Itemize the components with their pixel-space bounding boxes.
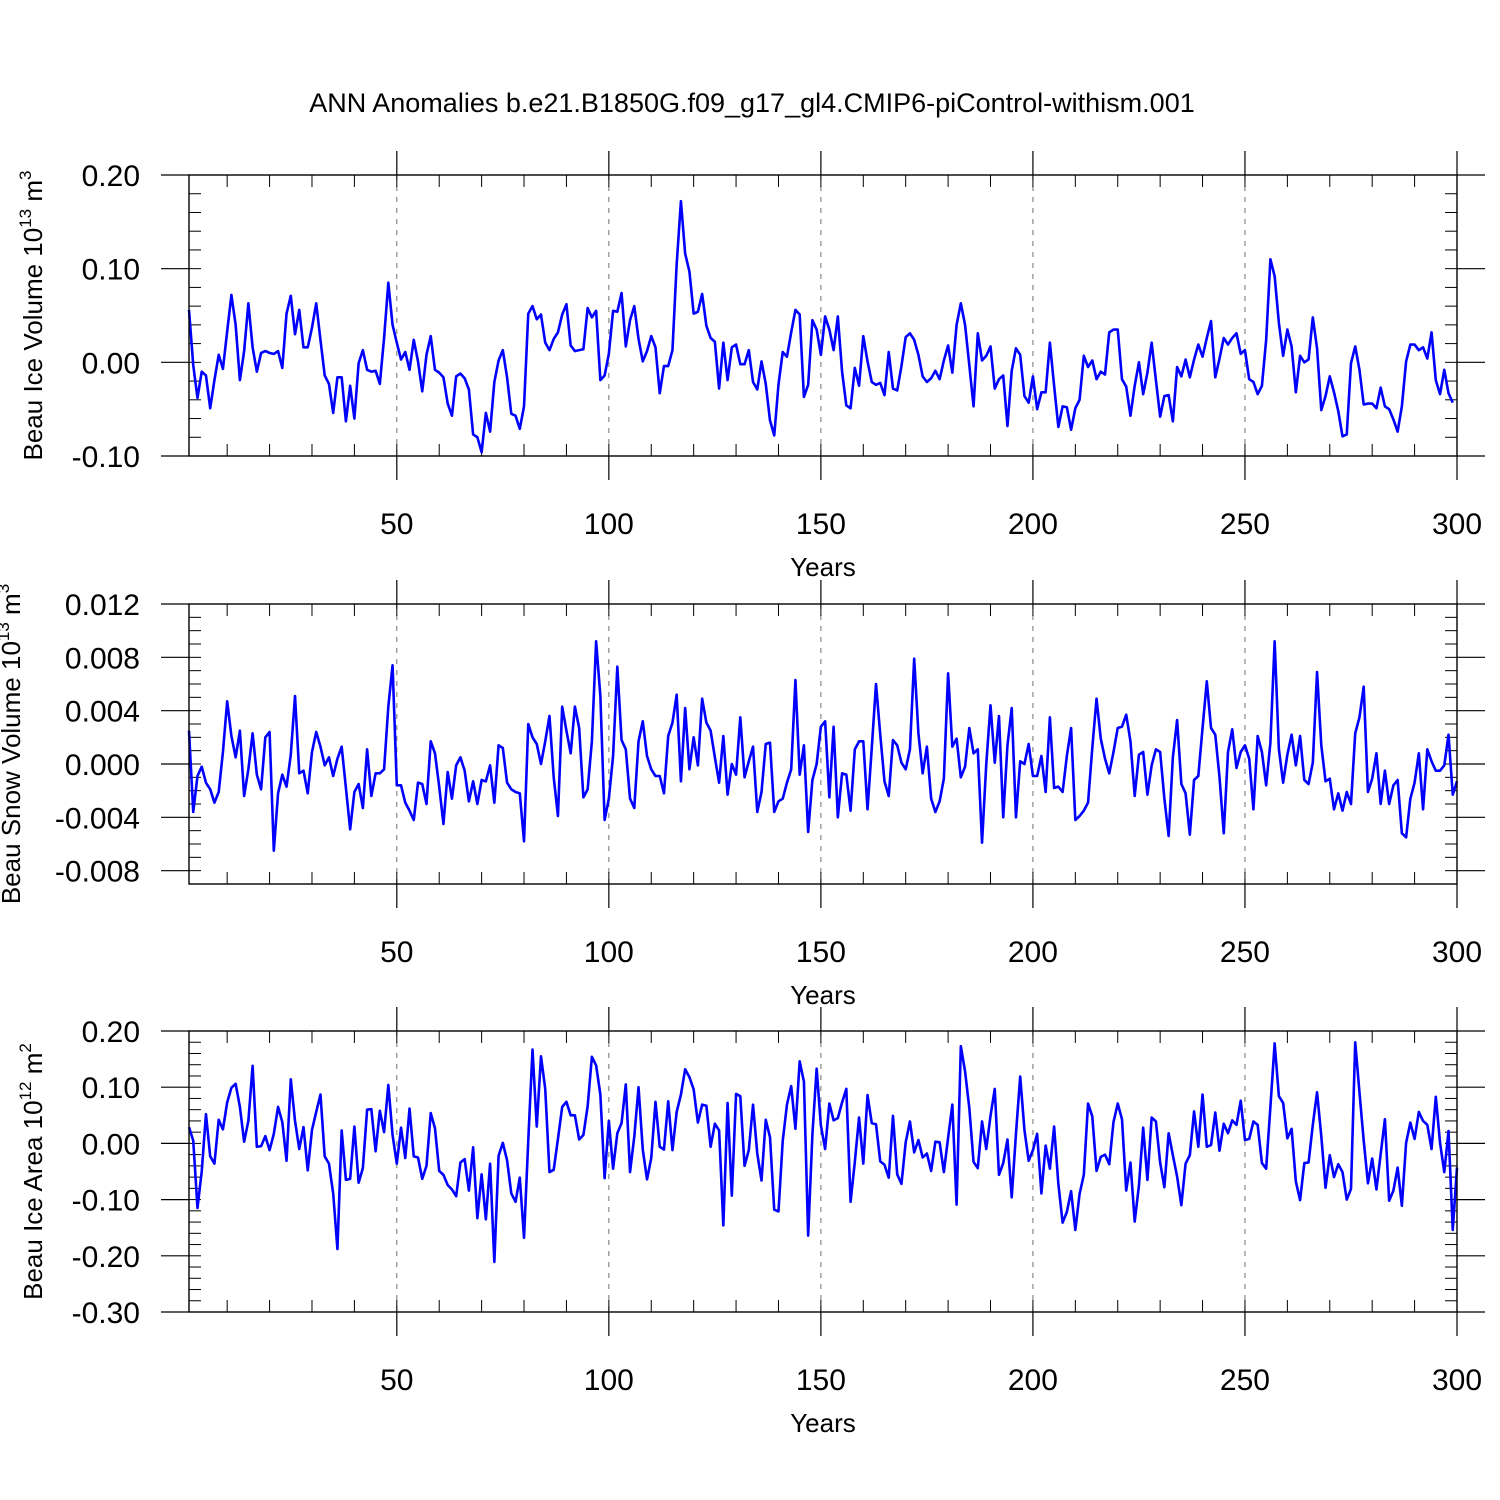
- y-tick-label: -0.10: [72, 1185, 140, 1218]
- y-tick-label: -0.10: [72, 441, 140, 474]
- y-tick-label: 0.00: [82, 1128, 140, 1161]
- y-tick-label: 0.008: [65, 642, 140, 675]
- x-tick-label: 50: [380, 936, 413, 969]
- y-axis-label: Beau Ice Volume 1013 m3: [16, 171, 48, 461]
- y-tick-label: -0.30: [72, 1297, 140, 1330]
- y-tick-label: 0.012: [65, 589, 140, 622]
- x-tick-label: 100: [584, 508, 634, 541]
- x-tick-label: 150: [796, 936, 846, 969]
- panel-1: -0.10 0.00 0.10 0.20 50 100 150 200 250 300 Years B…: [16, 151, 1485, 582]
- series-line: [187, 1040, 1459, 1264]
- plot-frame: [188, 174, 1458, 457]
- x-tick-label: 250: [1220, 936, 1270, 969]
- x-tick-label: 100: [584, 1364, 634, 1397]
- y-axis-label: Beau Ice Area 1012 m2: [16, 1043, 48, 1300]
- y-tick-label: 0.10: [82, 1072, 140, 1105]
- x-tick-label: 300: [1432, 1364, 1482, 1397]
- x-tick-label: 200: [1008, 1364, 1058, 1397]
- y-tick-label: -0.20: [72, 1241, 140, 1274]
- plot-frame: [188, 603, 1458, 885]
- y-tick-label: -0.008: [55, 856, 140, 889]
- x-tick-label: 150: [796, 508, 846, 541]
- x-tick-label: 300: [1432, 508, 1482, 541]
- x-tick-label: 300: [1432, 936, 1482, 969]
- y-tick-label: 0.10: [82, 254, 140, 287]
- x-tick-label: 200: [1008, 508, 1058, 541]
- panels: -0.10 0.00 0.10 0.20 50 100 150 200 250 300 Years B…: [0, 151, 1485, 1438]
- x-tick-label: 150: [796, 1364, 846, 1397]
- y-axis-label: Beau Snow Volume 1013 m3: [0, 584, 26, 904]
- x-axis-label: Years: [790, 552, 856, 582]
- y-tick-label: 0.000: [65, 749, 140, 782]
- x-tick-label: 200: [1008, 936, 1058, 969]
- panel-3: -0.30 -0.20 -0.10 0.00 0.10 0.20 50 100 150 200 25…: [16, 1007, 1485, 1438]
- y-tick-label: 0.004: [65, 696, 140, 729]
- y-tick-label: 0.20: [82, 1016, 140, 1049]
- y-tick-label: 0.00: [82, 347, 140, 380]
- x-tick-label: 50: [380, 1364, 413, 1397]
- y-tick-label: -0.004: [55, 802, 140, 835]
- x-axis-label: Years: [790, 980, 856, 1010]
- plot-frame: [188, 1030, 1458, 1313]
- x-tick-label: 50: [380, 508, 413, 541]
- x-tick-label: 100: [584, 936, 634, 969]
- x-tick-label: 250: [1220, 508, 1270, 541]
- panel-2: -0.008 -0.004 0.000 0.004 0.008 0.012 50 100 150…: [0, 580, 1485, 1010]
- x-axis-label: Years: [790, 1408, 856, 1438]
- series-line: [187, 640, 1459, 852]
- y-tick-label: 0.20: [82, 160, 140, 193]
- series-line: [187, 199, 1454, 454]
- figure-title: ANN Anomalies b.e21.B1850G.f09_g17_gl4.C…: [309, 88, 1194, 118]
- x-tick-label: 250: [1220, 1364, 1270, 1397]
